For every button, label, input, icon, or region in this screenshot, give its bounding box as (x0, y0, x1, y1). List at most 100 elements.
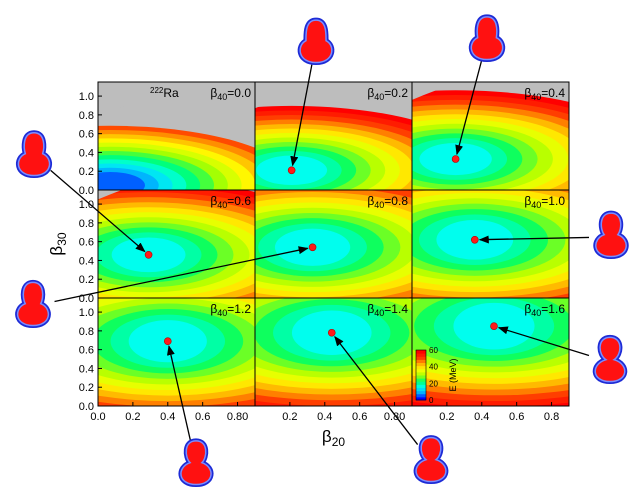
y-tick-label: 0.0 (79, 185, 94, 197)
minimum-point (470, 235, 479, 244)
x-tick-label: 0.0 (90, 411, 105, 423)
colorbar-tick: 60 (429, 346, 438, 355)
y-tick-label: 0.4 (79, 147, 94, 159)
nuclear-shapes (15, 14, 629, 488)
nuclear-shape (468, 14, 506, 63)
x-tick-label: 0.2 (125, 411, 140, 423)
x-tick-label: 0.4 (474, 411, 489, 423)
shape-arrow (334, 335, 419, 445)
shape-arrow (497, 326, 590, 357)
beta40-value: =0.4 (541, 86, 565, 100)
x-tick-label: 0.4 (317, 411, 332, 423)
beta40-value: =0.2 (384, 86, 408, 100)
y-tick-label: 0.2 (79, 274, 94, 286)
beta40-subscript: 40 (531, 92, 541, 102)
y-tick-label: 1.0 (79, 199, 94, 211)
beta40-label: β40=1.0 (524, 194, 565, 210)
beta40-label: β40=1.4 (367, 302, 408, 318)
beta40-symbol: β (524, 86, 531, 100)
y-tick-label: 0.2 (79, 166, 94, 178)
y-tick-label: 0.0 (79, 293, 94, 305)
x-tick-label: 0.8 (544, 411, 559, 423)
shape-arrow (50, 169, 146, 253)
beta40-value: =0.8 (384, 194, 408, 208)
y-axis-title: β30 (47, 232, 69, 255)
minimum-point (308, 243, 317, 252)
colorbar-step (416, 387, 426, 392)
pes-panel (412, 82, 569, 190)
y-tick-label: 1.0 (79, 307, 94, 319)
minimum-point (144, 251, 153, 259)
shape-arrow (455, 61, 483, 156)
nuclear-shape (16, 130, 52, 179)
beta40-subscript: 40 (531, 308, 541, 318)
panel-grid (98, 82, 569, 406)
colorbar-step (416, 390, 426, 395)
gray-boundary (412, 82, 569, 100)
y-tick-label: 0.0 (79, 401, 94, 413)
nuclear-shape (413, 435, 449, 485)
y-tick-label: 0.8 (79, 218, 94, 230)
y-tick-label: 0.2 (79, 382, 94, 394)
panel-frame (411, 297, 570, 407)
colorbar-step (416, 371, 426, 376)
y-tick-label: 0.6 (79, 345, 94, 357)
colorbar-step (416, 359, 426, 363)
x-tick-label: 0.80 (384, 411, 405, 423)
x-tick-label: 0.6 (352, 411, 367, 423)
colorbar: 0 20 40 60 E (MeV) (415, 346, 458, 405)
x-tick-label: 0.2 (282, 411, 297, 423)
beta40-label: β40=1.2 (210, 302, 251, 318)
beta40-subscript: 40 (374, 200, 384, 210)
colorbar-step (416, 375, 426, 379)
contour-band (98, 171, 145, 190)
colorbar-tick: 20 (429, 379, 438, 388)
beta40-value: =0.6 (227, 194, 251, 208)
beta40-subscript: 40 (531, 200, 541, 210)
x-tick-label: 0.80 (227, 411, 248, 423)
x-tick-label: 0.2 (439, 411, 454, 423)
shape-arrows (50, 61, 590, 445)
beta40-label: β40=0.0 (210, 86, 251, 102)
colorbar-tick: 40 (429, 363, 438, 372)
nuclear-shape (593, 210, 629, 260)
beta40-symbol: β (210, 302, 217, 316)
beta40-symbol: β (367, 194, 374, 208)
colorbar-step (416, 362, 426, 367)
x-tick-label: 0.4 (160, 411, 175, 423)
minimum-point (163, 337, 172, 346)
colorbar-step (416, 356, 426, 360)
pes-panel (98, 190, 255, 298)
colorbar-step (416, 350, 426, 354)
shape-arrow (290, 64, 313, 167)
pes-panel (255, 190, 412, 298)
colorbar-step (416, 381, 426, 385)
beta40-symbol: β (210, 194, 217, 208)
y-tick-label: 0.6 (79, 129, 94, 141)
y-tick-label: 0.4 (79, 363, 94, 375)
nuclear-shape (297, 17, 335, 66)
minimum-point (327, 328, 336, 337)
y-tick-label: 1.0 (79, 91, 94, 103)
colorbar-step (416, 353, 426, 357)
colorbar-tick: 0 (429, 396, 434, 405)
beta40-symbol: β (367, 86, 374, 100)
nuclear-shape (178, 438, 214, 488)
colorbar-step (416, 378, 426, 382)
beta40-subscript: 40 (217, 308, 227, 318)
y-tick-label: 0.8 (79, 326, 94, 338)
shape-arrow (54, 246, 309, 303)
x-tick-label: 0.6 (509, 411, 524, 423)
nuclear-shape (592, 334, 628, 385)
colorbar-step (416, 368, 426, 373)
y-tick-label: 0.8 (79, 110, 94, 122)
gray-boundary (255, 82, 412, 109)
colorbar-label: E (MeV) (448, 358, 458, 391)
beta40-subscript: 40 (217, 200, 227, 210)
y-tick-label: 0.4 (79, 255, 94, 267)
colorbar-step (416, 396, 426, 401)
beta40-label: β40=0.8 (367, 194, 408, 210)
beta40-value: =1.6 (541, 302, 565, 316)
beta40-symbol: β (210, 86, 217, 100)
